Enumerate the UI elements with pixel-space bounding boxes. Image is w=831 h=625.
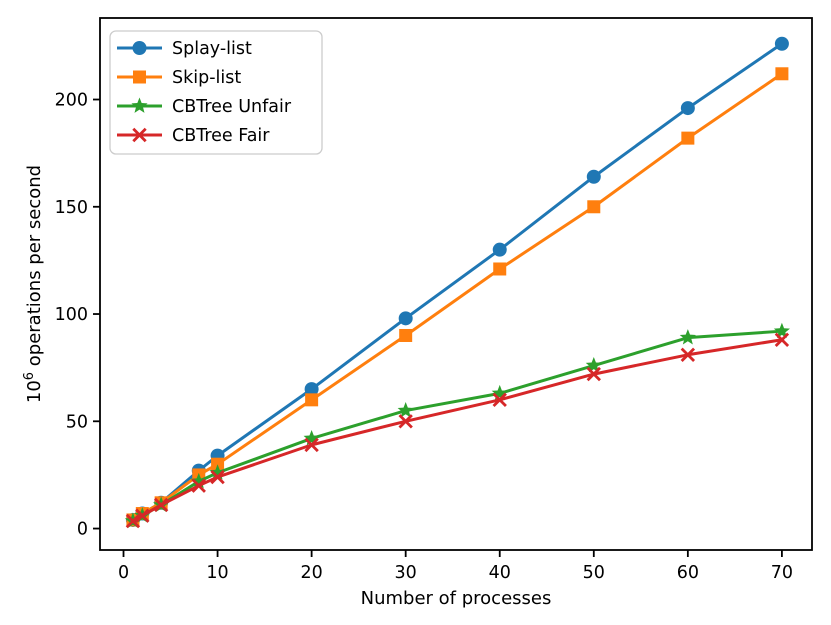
y-axis-tick-label: 150 (55, 198, 88, 218)
marker-square (305, 393, 319, 407)
plot-border (99, 17, 813, 551)
marker-star (585, 357, 602, 373)
legend-item-cbtree-unfair: CBTree Unfair (117, 97, 292, 117)
x-axis-tick-label: 70 (771, 563, 793, 583)
marker-star (190, 472, 207, 489)
x-axis-tick-label: 0 (118, 563, 129, 583)
marker-star (679, 329, 696, 345)
marker-star (131, 97, 148, 113)
marker-x (153, 497, 169, 513)
x-axis-tick-label: 50 (583, 563, 605, 583)
y-axis-tick-label: 200 (55, 91, 88, 111)
marker-circle (132, 41, 147, 55)
marker-x (774, 332, 790, 347)
marker-x (125, 513, 141, 529)
marker-x (135, 508, 150, 523)
legend-label: Skip-list (172, 68, 241, 88)
x-axis-tick-label: 60 (677, 563, 699, 583)
marker-x (586, 366, 601, 382)
x-axis-label: Number of processes (361, 588, 552, 609)
y-axis-tick-label: 0 (77, 520, 88, 540)
marker-x (191, 478, 206, 493)
marker-star (773, 322, 790, 339)
y-axis-label: 106 operations per second (22, 165, 45, 403)
legend-item-skip-list: Skip-list (117, 68, 241, 88)
marker-square (681, 131, 695, 145)
legend-item-splay-list: Splay-list (117, 39, 252, 59)
marker-square (493, 262, 507, 276)
marker-x (680, 347, 696, 362)
marker-circle (492, 242, 507, 257)
marker-x (304, 437, 319, 453)
legend-label: CBTree Fair (172, 126, 270, 146)
marker-star (491, 384, 508, 401)
marker-square (775, 67, 789, 81)
y-axis-tick-label: 100 (55, 305, 88, 325)
marker-circle (398, 311, 413, 326)
series-cbtree-fair (125, 332, 790, 529)
legend: Splay-list Skip-list CBTree Unfair CBTree F… (109, 30, 323, 155)
marker-circle (304, 382, 319, 397)
x-axis-tick-label: 10 (206, 563, 228, 583)
marker-square (133, 70, 146, 84)
y-axis-tick-label: 50 (66, 412, 88, 432)
marker-star (209, 464, 226, 480)
marker-x (210, 469, 225, 485)
marker-circle (586, 169, 601, 184)
marker-x (132, 127, 147, 143)
marker-circle (774, 36, 789, 51)
legend-box (109, 30, 323, 155)
x-axis-tick-label: 30 (395, 563, 417, 583)
legend-label: Splay-list (172, 39, 252, 59)
legend-item-cbtree-fair: CBTree Fair (117, 126, 270, 146)
marker-x (492, 392, 507, 408)
marker-star (397, 402, 414, 418)
x-axis-tick-label: 20 (300, 563, 322, 583)
marker-square (587, 200, 601, 214)
marker-circle (680, 101, 695, 116)
marker-star (303, 429, 320, 446)
marker-square (399, 328, 413, 342)
marker-square (211, 457, 225, 471)
legend-label: CBTree Unfair (172, 97, 292, 117)
x-axis-tick-label: 40 (489, 563, 511, 583)
marker-x (398, 414, 413, 429)
